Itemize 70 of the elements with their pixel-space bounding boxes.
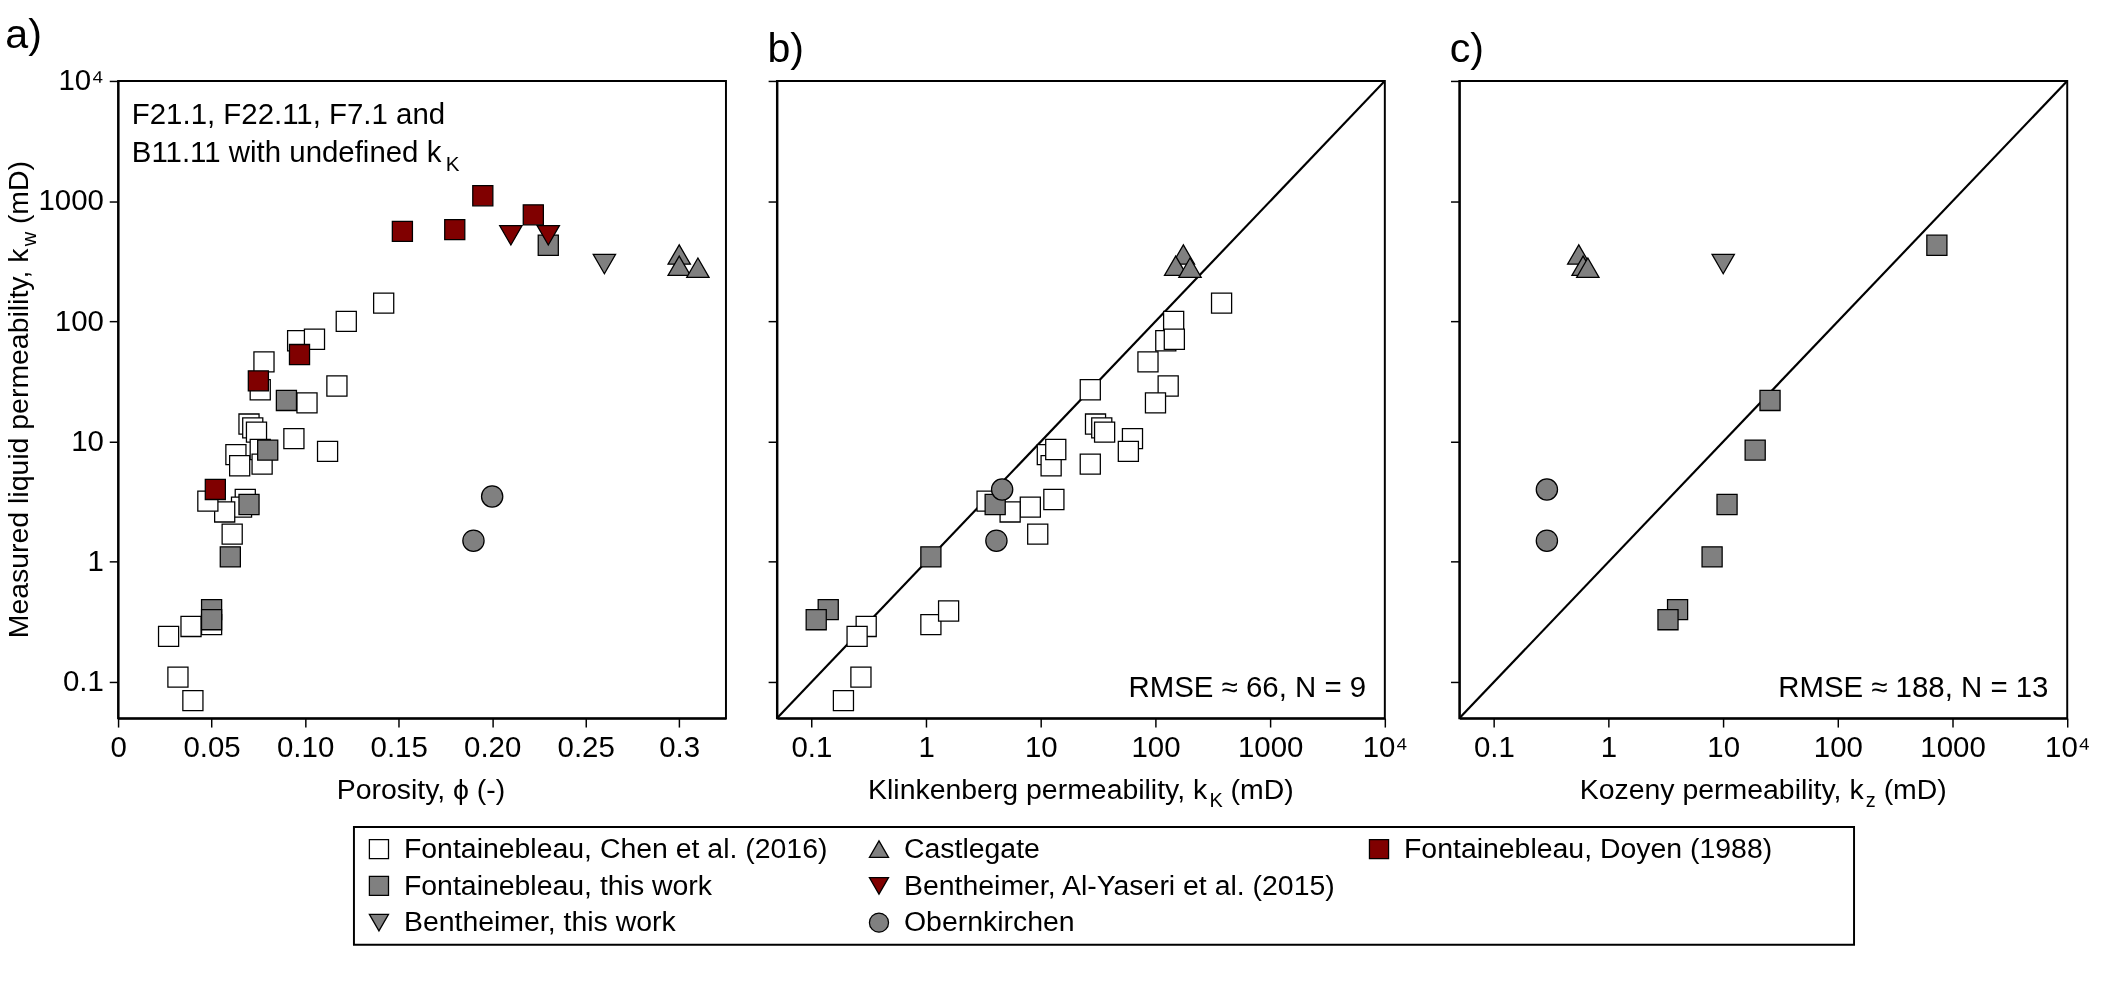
point [472,185,494,207]
point [316,440,339,463]
point [686,257,710,278]
point [592,253,617,275]
point [182,689,204,712]
y-tick-label: 100 [54,303,104,337]
y-tick-label: 0.1 [62,664,104,698]
x-tick-label: 0.20 [464,729,522,763]
x-axis-title: Porosity, ϕ (-) [336,772,506,805]
point [180,615,202,638]
x-tick-label: 100 [1131,729,1181,763]
chart-title: a) [5,10,42,57]
y-tick-label: 10⁴ [58,63,104,97]
point [444,218,466,241]
legend-label: Fontainebleau, Chen et al. (2016) [403,831,828,864]
point [257,439,279,461]
chart-title: c) [1449,24,1485,71]
point [157,625,180,648]
annotation: RMSE ≈ 66, N = 9 [1128,669,1367,703]
x-tick-label: 0.1 [791,729,833,763]
point [283,427,305,450]
legend-label: Bentheimer, this work [403,905,677,938]
x-tick-label: 0.15 [370,729,428,763]
point [462,529,485,552]
y-axis-title: Measured liquid permeability, kw (mD) [1,160,41,639]
y-tick-label: 10 [71,423,104,457]
point [200,609,223,631]
x-tick-label: 100 [1813,729,1863,763]
x-tick-label: 1000 [1920,729,1986,763]
point [480,485,504,508]
x-tick-label: 0 [110,729,127,763]
point [238,493,260,516]
point [221,523,243,545]
chart-title: b) [767,24,804,71]
legend-label: Castlegate [903,831,1040,864]
x-tick-label: 0.1 [1473,729,1515,763]
point [167,666,189,688]
legend-label: Fontainebleau, Doyen (1988) [1404,831,1773,864]
x-tick-label: 0.25 [557,729,615,763]
point [372,292,395,314]
y-tick-label: 1 [87,544,104,578]
x-tick-label: 0.05 [183,729,241,763]
point [499,224,523,246]
point [204,478,227,501]
point [326,375,348,397]
x-tick-label: 0.10 [277,729,335,763]
x-tick-label: 10⁴ [1362,729,1408,763]
x-tick-label: 10 [1024,729,1058,763]
legend-label: Bentheimer, Al-Yaseri et al. (2015) [903,868,1335,901]
x-tick-label: 10⁴ [2045,729,2091,763]
y-tick-label: 1000 [38,183,104,217]
point [335,310,357,333]
point [536,224,561,246]
point [522,204,544,226]
point [247,370,270,392]
point [391,220,414,243]
point [296,392,318,414]
x-tick-label: 10 [1707,729,1741,763]
x-tick-label: 1000 [1237,729,1304,763]
point [228,455,251,477]
point [667,255,692,277]
legend-label: Fontainebleau, this work [403,868,713,901]
x-tick-label: 0.3 [659,729,701,763]
x-tick-label: 1 [918,729,935,763]
point [288,343,311,366]
point [275,389,298,412]
point [219,546,241,568]
legend-label: Obernkirchen [903,905,1075,938]
annotation: RMSE ≈ 188, N = 13 [1778,669,2049,703]
x-tick-label: 1 [1600,729,1618,763]
